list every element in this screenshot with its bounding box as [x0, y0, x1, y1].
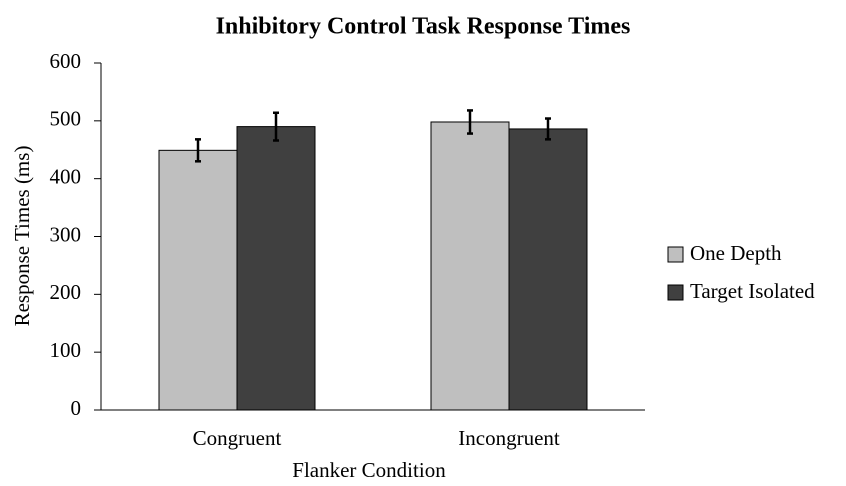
bar — [508, 128, 588, 411]
legend-label: Target Isolated — [690, 279, 815, 303]
y-tick-label: 500 — [50, 107, 82, 131]
error-bar — [545, 117, 551, 141]
y-tick-label: 600 — [50, 49, 82, 73]
bar — [236, 126, 316, 411]
y-axis-label: Response Times (ms) — [10, 146, 34, 327]
x-tick-label: Congruent — [193, 426, 282, 450]
bar — [430, 121, 510, 411]
legend-label: One Depth — [690, 241, 782, 265]
error-bar — [195, 138, 201, 163]
y-tick-label: 400 — [50, 164, 82, 188]
y-tick-label: 200 — [50, 280, 82, 304]
x-tick-label: Incongruent — [458, 426, 560, 450]
legend-swatch — [667, 284, 684, 301]
chart-title: Inhibitory Control Task Response Times — [216, 14, 631, 40]
y-tick-label: 0 — [71, 396, 82, 420]
error-bar — [273, 111, 279, 142]
y-tick-label: 300 — [50, 222, 82, 246]
bar — [158, 149, 238, 411]
error-bar — [467, 109, 473, 135]
y-tick-label: 100 — [50, 338, 82, 362]
x-axis-label: Flanker Condition — [292, 458, 446, 482]
legend-swatch — [667, 246, 684, 263]
